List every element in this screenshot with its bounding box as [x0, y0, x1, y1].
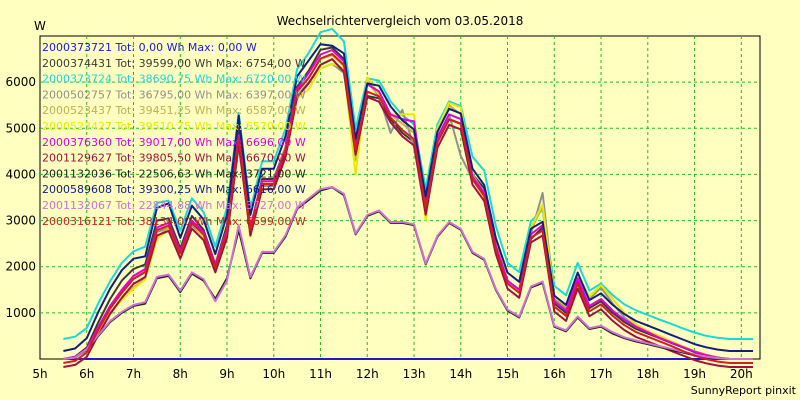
chart-title: Wechselrichtervergleich vom 03.05.2018	[277, 14, 524, 28]
series-line-7	[63, 49, 753, 360]
series-line-8	[63, 58, 753, 368]
x-tick-label: 20h	[730, 367, 753, 381]
legend-entry: 2000373721 Tot: 0,00 Wh Max: 0,00 W	[42, 41, 257, 54]
x-tick-label: 6h	[79, 367, 94, 381]
legend-entry: 2001132036 Tot: 22506,63 Wh Max: 3721,00…	[42, 167, 306, 180]
y-tick-label: 1000	[5, 306, 36, 320]
legend: 2000373721 Tot: 0,00 Wh Max: 0,00 W 20003…	[42, 41, 306, 228]
footer-credit: SunnyReport pinxit	[691, 384, 797, 397]
series-lines	[63, 27, 753, 368]
legend-entry: 2000376360 Tot: 39017,00 Wh Max: 6696,00…	[42, 136, 306, 149]
legend-entry: 2000523427 Tot: 39510,75 Wh Max: 6570,00…	[42, 120, 306, 133]
x-tick-label: 10h	[262, 367, 285, 381]
x-tick-label: 5h	[32, 367, 47, 381]
legend-entry: 2000374431 Tot: 39599,00 Wh Max: 6754,00…	[42, 57, 306, 70]
x-tick-label: 16h	[543, 367, 566, 381]
legend-entry: 2001129627 Tot: 39805,50 Wh Max: 6670,00…	[42, 152, 306, 165]
y-tick-label: 5000	[5, 121, 36, 135]
x-tick-label: 18h	[636, 367, 659, 381]
legend-entry: 2000373724 Tot: 38690,75 Wh Max: 6720,00…	[42, 73, 306, 86]
x-tick-label: 17h	[590, 367, 613, 381]
x-tick-label: 8h	[173, 367, 188, 381]
x-tick-label: 13h	[403, 367, 426, 381]
x-tick-label: 9h	[219, 367, 234, 381]
x-tick-label: 7h	[126, 367, 141, 381]
x-tick-label: 14h	[449, 367, 472, 381]
y-tick-labels: 1000 2000 3000 4000 5000 6000	[5, 75, 36, 320]
legend-entry: 2001132067 Tot: 22844,88 Wh Max: 3727,00…	[42, 199, 306, 212]
y-tick-label: 3000	[5, 214, 36, 228]
y-tick-label: 4000	[5, 167, 36, 181]
series-line-2	[63, 46, 753, 360]
legend-entry: 2000589608 Tot: 39300,25 Wh Max: 6616,00…	[42, 183, 306, 196]
legend-entry: 2000523437 Tot: 39451,25 Wh Max: 6587,00…	[42, 104, 306, 117]
series-line-12	[63, 52, 753, 364]
legend-entry: 2000316121 Tot: 38134,00 Wh Max: 6699,00…	[42, 215, 306, 228]
x-tick-label: 12h	[356, 367, 379, 381]
series-line-10	[63, 43, 753, 352]
y-tick-label: 2000	[5, 260, 36, 274]
y-axis-label: W	[34, 19, 46, 33]
x-tick-labels: 5h 6h 7h 8h 9h 10h 11h 12h 13h 14h 15h 16h 17h 18h 19h…	[32, 367, 752, 381]
y-tick-label: 6000	[5, 75, 36, 89]
x-tick-label: 11h	[309, 367, 332, 381]
series-line-11	[63, 186, 753, 360]
x-tick-label: 19h	[683, 367, 706, 381]
legend-entry: 2000502757 Tot: 36795,00 Wh Max: 6397,00…	[42, 88, 306, 101]
x-tick-label: 15h	[496, 367, 519, 381]
